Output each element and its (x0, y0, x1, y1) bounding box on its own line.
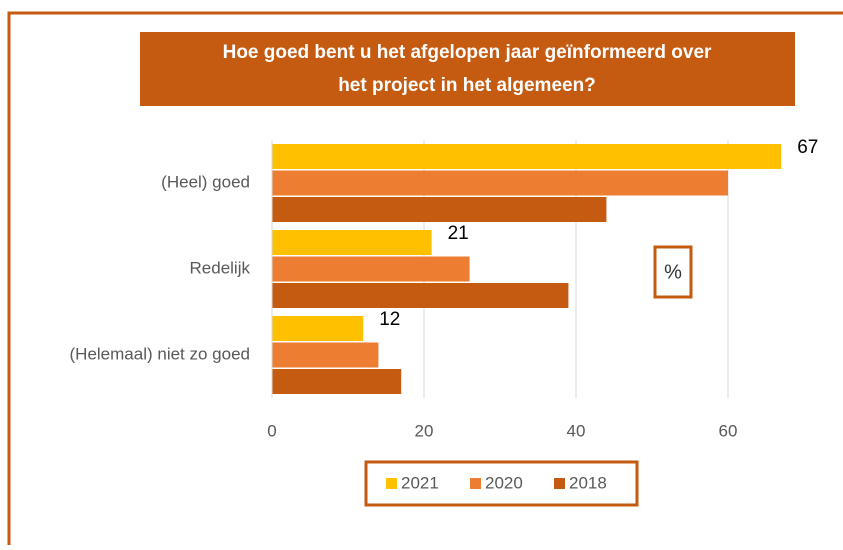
title-box (140, 32, 795, 106)
legend-box (364, 460, 639, 507)
bar (272, 283, 569, 308)
legend-swatch (470, 478, 481, 489)
x-tick-label: 0 (267, 421, 276, 440)
bar (272, 230, 432, 255)
legend-swatch (386, 478, 397, 489)
data-label: 67 (797, 137, 818, 158)
y-tick-label: (Helemaal) niet zo goed (70, 344, 250, 363)
annotation-box (653, 245, 693, 299)
legend-label: 2021 (401, 473, 439, 492)
data-label: 12 (379, 309, 400, 330)
annotation: % (664, 261, 682, 283)
x-tick-label: 20 (415, 421, 434, 440)
x-tick-label: 40 (567, 421, 586, 440)
chart-title: het project in het algemeen? (338, 75, 596, 96)
legend-swatch (554, 478, 565, 489)
y-tick-label: Redelijk (190, 258, 251, 277)
bar (272, 316, 364, 341)
bar (272, 144, 782, 169)
legend-label: 2020 (485, 473, 523, 492)
bar (272, 369, 402, 394)
legend-label: 2018 (569, 473, 607, 492)
bar (272, 256, 470, 282)
bar (272, 170, 728, 196)
x-tick-label: 60 (719, 421, 738, 440)
bar (272, 197, 607, 222)
frame (7, 11, 843, 550)
y-tick-label: (Heel) goed (161, 172, 250, 191)
data-label: 21 (448, 223, 469, 244)
chart-title: Hoe goed bent u het afgelopen jaar geïnf… (223, 42, 712, 63)
bar (272, 342, 379, 368)
